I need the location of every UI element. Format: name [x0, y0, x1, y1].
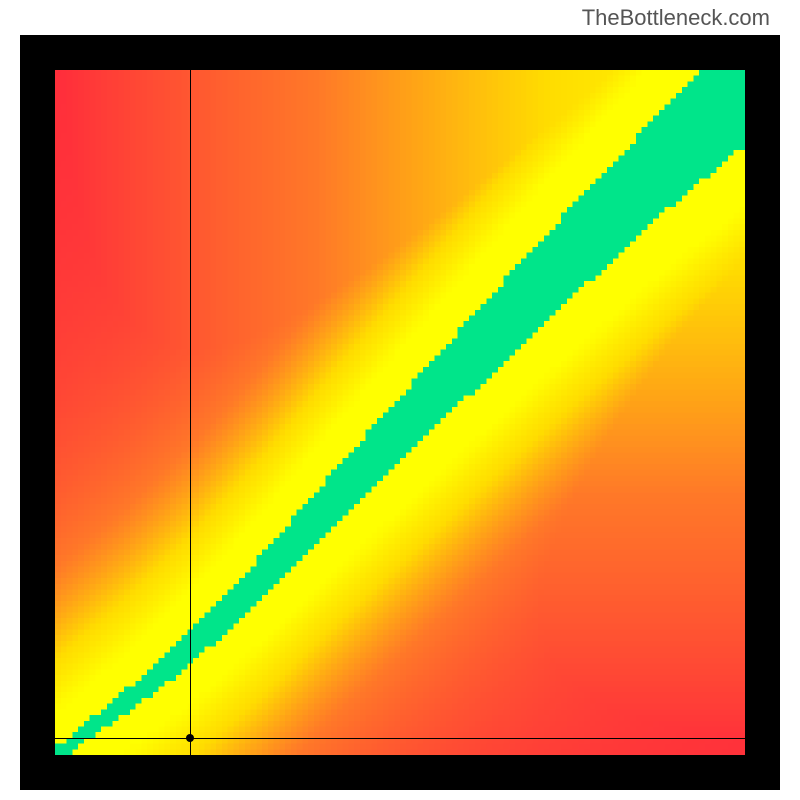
heatmap-canvas — [55, 70, 745, 755]
plot-area — [55, 70, 745, 755]
watermark-text: TheBottleneck.com — [582, 5, 770, 31]
crosshair-horizontal — [55, 738, 745, 739]
crosshair-vertical — [190, 70, 191, 755]
plot-frame — [20, 35, 780, 790]
crosshair-point — [186, 734, 194, 742]
chart-container: TheBottleneck.com — [0, 0, 800, 800]
